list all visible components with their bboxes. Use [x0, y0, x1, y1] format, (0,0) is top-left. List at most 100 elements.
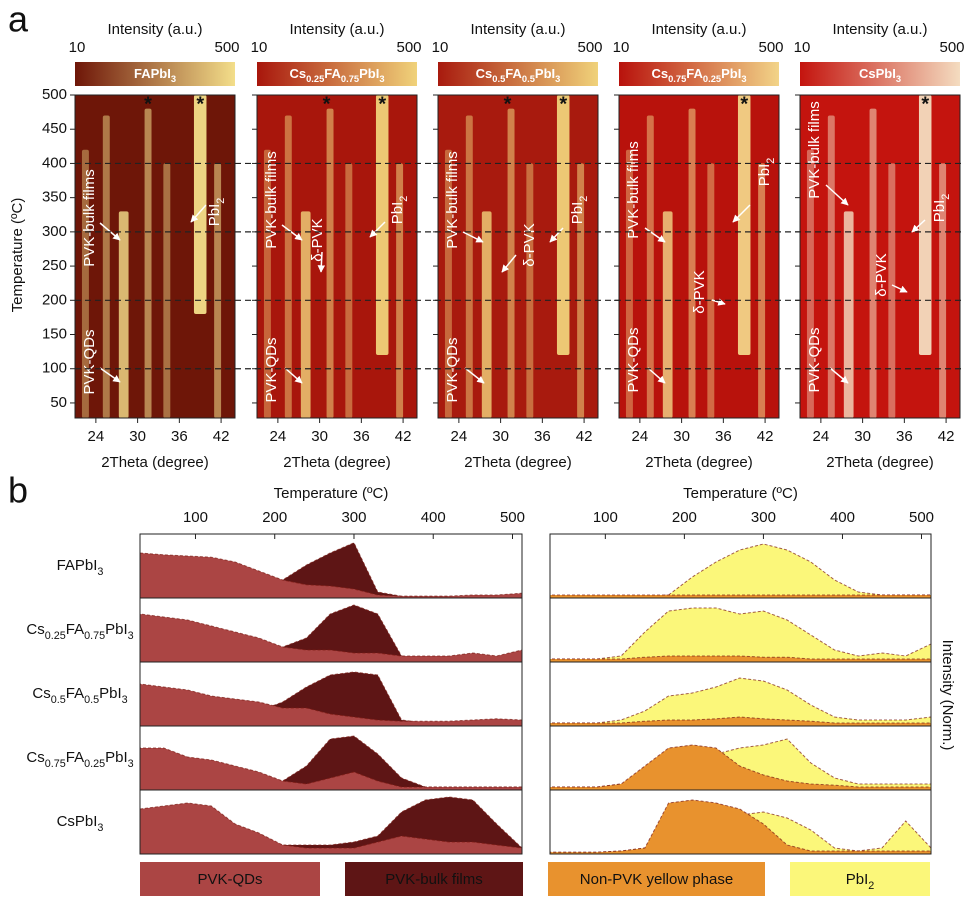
- row-label-part: CsPbI: [57, 813, 98, 830]
- y-tick-label: 100: [42, 360, 67, 377]
- y-tick-label: 450: [42, 120, 67, 137]
- row-label-part: FA: [66, 685, 84, 702]
- annotation-part: PVK-QDs: [625, 327, 642, 392]
- diffraction-streak: [689, 109, 696, 418]
- annotation: PVK-bulk films: [263, 151, 280, 249]
- area: [550, 608, 931, 662]
- composition-label-part: FA: [505, 66, 522, 81]
- x-tick-label: 42: [757, 428, 774, 445]
- x-tick-label: 400: [421, 509, 446, 526]
- row-label-part: 0.75: [84, 630, 105, 642]
- y-tick-label: 200: [42, 291, 67, 308]
- row-label-part: 3: [97, 822, 103, 834]
- row-label-part: 0.75: [45, 758, 66, 770]
- x-tick-label: 200: [672, 509, 697, 526]
- diffraction-streak: [707, 163, 714, 418]
- composition-label-part: Cs: [651, 66, 668, 81]
- row-label: FAPbI3: [57, 557, 104, 578]
- diffraction-streak: [844, 211, 854, 418]
- legend-label-part: Non-PVK yellow phase: [580, 871, 733, 888]
- composition-label-part: PbI: [535, 66, 555, 81]
- composition-label-part: 0.75: [668, 74, 686, 84]
- annotation-part: PbI: [569, 202, 586, 225]
- annotation: δ-PVK: [521, 223, 538, 266]
- x-tick-label: 300: [341, 509, 366, 526]
- colorbar-tick-label: 10: [794, 39, 811, 56]
- x-tick-label: 30: [129, 428, 146, 445]
- x-tick-label: 24: [813, 428, 830, 445]
- x-axis-label: 2Theta (degree): [283, 454, 391, 471]
- diffraction-streak: [119, 211, 129, 418]
- panel-label: b: [8, 470, 28, 511]
- row-label: CsPbI3: [57, 813, 104, 834]
- row-label-part: 0.25: [45, 630, 66, 642]
- x-tick-label: 24: [451, 428, 468, 445]
- legend-label: PVK-QDs: [197, 871, 262, 888]
- annotation-part: 2: [215, 198, 227, 204]
- composition-label-part: Cs: [289, 66, 306, 81]
- x-tick-label: 30: [311, 428, 328, 445]
- row-label-part: FAPbI: [57, 557, 98, 574]
- x-tick-label: 42: [213, 428, 230, 445]
- annotation-part: δ-PVK: [309, 218, 326, 261]
- x-tick-label: 24: [88, 428, 105, 445]
- annotation-part: PVK-QDs: [806, 327, 823, 392]
- colorbar-title: Intensity (a.u.): [107, 21, 202, 38]
- annotation-arrow: [321, 252, 322, 272]
- annotation: PVK-bulk films: [81, 169, 98, 267]
- peak-mark: *: [144, 93, 152, 115]
- row-label: Cs0.5FA0.5PbI3: [32, 685, 127, 706]
- row-label-part: 3: [128, 630, 134, 642]
- x-tick-label: 42: [576, 428, 593, 445]
- peak-mark: *: [559, 93, 567, 115]
- annotation-part: PbI: [389, 202, 406, 225]
- annotation: PVK-bulk films: [444, 151, 461, 249]
- annotation: PVK-QDs: [806, 327, 823, 392]
- x-tick-label: 24: [270, 428, 287, 445]
- heatmap-background: [257, 95, 417, 418]
- colorbar-title: Intensity (a.u.): [832, 21, 927, 38]
- composition-label-part: PbI: [721, 66, 741, 81]
- peak-mark: *: [740, 93, 748, 115]
- annotation-part: 2: [940, 194, 952, 200]
- composition-label-part: CsPbI: [859, 66, 896, 81]
- diffraction-streak: [828, 116, 835, 418]
- annotation-part: δ-PVK: [521, 223, 538, 266]
- right-axis-label: Intensity (Norm.): [939, 640, 956, 751]
- colorbar-tick-label: 500: [214, 39, 239, 56]
- composition-label-part: 0.5: [492, 74, 505, 84]
- x-tick-label: 100: [593, 509, 618, 526]
- row-label-part: 3: [97, 566, 103, 578]
- colorbar-tick-label: 10: [69, 39, 86, 56]
- row-label-part: 3: [128, 758, 134, 770]
- y-tick-label: 500: [42, 86, 67, 103]
- annotation: PVK-QDs: [625, 327, 642, 392]
- annotation-part: 2: [398, 196, 410, 202]
- colorbar-title: Intensity (a.u.): [470, 21, 565, 38]
- annotation: PVK-QDs: [81, 329, 98, 394]
- peak-mark: *: [504, 93, 512, 115]
- x-tick-label: 36: [353, 428, 370, 445]
- annotation-part: PbI: [931, 200, 948, 223]
- figure: a b Intensity (a.u.)10500FAPbI3**PVK-bul…: [0, 0, 966, 897]
- peak-mark: *: [378, 93, 386, 115]
- area: [550, 800, 931, 854]
- x-tick-label: 30: [854, 428, 871, 445]
- annotation-part: δ-PVK: [691, 270, 708, 313]
- composition-label-part: 0.75: [341, 74, 359, 84]
- x-axis-label: 2Theta (degree): [101, 454, 209, 471]
- annotation: PVK-bulk films: [625, 141, 642, 239]
- peak-mark: *: [323, 93, 331, 115]
- legend-label-part: PVK-bulk films: [385, 871, 483, 888]
- diffraction-streak: [526, 163, 533, 418]
- y-tick-label: 250: [42, 257, 67, 274]
- annotation: δ-PVK: [873, 253, 890, 296]
- annotation-part: PVK-bulk films: [444, 151, 461, 249]
- composition-label-part: Cs: [476, 66, 493, 81]
- x-tick-label: 30: [673, 428, 690, 445]
- y-axis-label: Temperature (ºC): [9, 198, 26, 313]
- heatmap-background: [75, 95, 235, 418]
- legend-label: PVK-bulk films: [385, 871, 483, 888]
- area: [550, 544, 931, 598]
- y-tick-label: 150: [42, 325, 67, 342]
